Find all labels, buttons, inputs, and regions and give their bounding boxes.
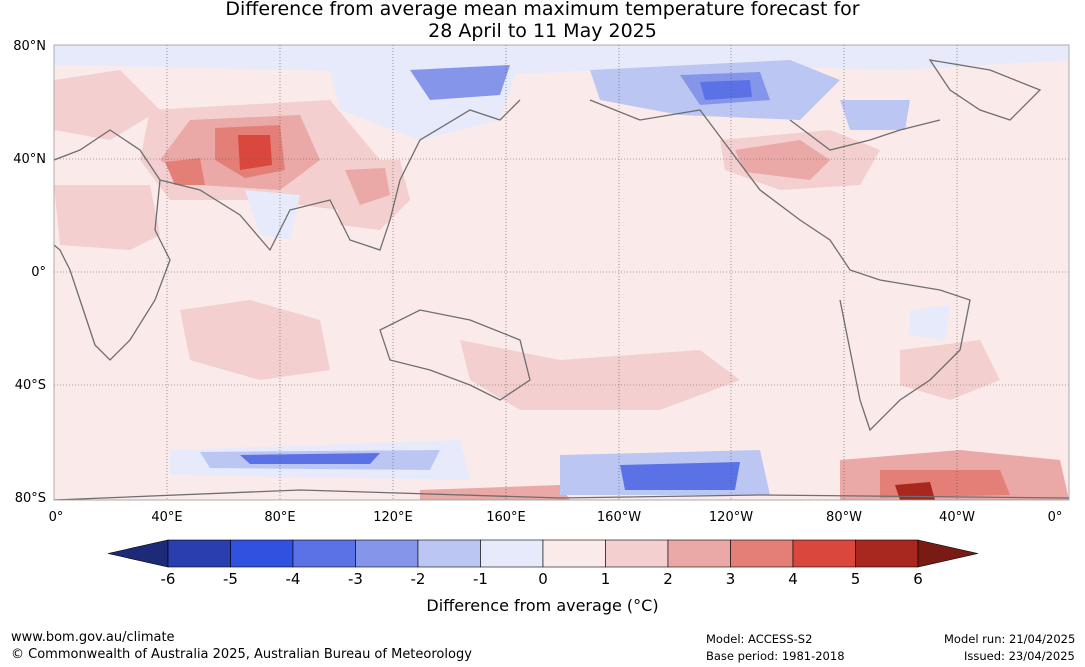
colorbar-segment bbox=[730, 539, 794, 568]
copyright-text: © Commonwealth of Australia 2025, Austra… bbox=[11, 647, 472, 662]
colorbar-arrow-right bbox=[917, 539, 979, 568]
colorbar-tick-label: 5 bbox=[850, 570, 861, 588]
colorbar-segment bbox=[292, 539, 356, 568]
base-period-text: Base period: 1981-2018 bbox=[706, 649, 845, 663]
lat-label-40s: 40°S bbox=[14, 378, 46, 393]
colorbar-tick-label: 0 bbox=[538, 570, 548, 588]
cool-region-alaska-core bbox=[700, 80, 752, 100]
colorbar-tick-label: 3 bbox=[725, 570, 736, 588]
model-text: Model: ACCESS-S2 bbox=[706, 632, 813, 646]
colorbar-segment bbox=[605, 539, 669, 568]
map-title-line2: 28 April to 11 May 2025 bbox=[428, 20, 657, 42]
colorbar-segment bbox=[667, 539, 731, 568]
cool-region-ross-sea-core bbox=[620, 462, 740, 490]
colorbar-segment bbox=[480, 539, 544, 568]
colorbar bbox=[107, 539, 979, 568]
cool-region-brazil bbox=[910, 305, 950, 340]
colorbar-tick-label: 1 bbox=[600, 570, 611, 588]
colorbar-segment bbox=[792, 539, 856, 568]
lat-label-0: 0° bbox=[31, 265, 46, 280]
warm-region-europe bbox=[54, 70, 160, 140]
lon-label-80e: 80°E bbox=[264, 510, 296, 525]
lon-label-120w: 120°W bbox=[708, 510, 754, 525]
colorbar-arrow-left bbox=[107, 539, 169, 568]
hot-region-southpacific bbox=[420, 485, 570, 500]
lon-label-120e: 120°E bbox=[373, 510, 413, 525]
cool-region-greenland bbox=[840, 100, 910, 130]
lon-label-0: 0° bbox=[48, 510, 64, 525]
lon-label-160w: 160°W bbox=[596, 510, 642, 525]
colorbar-tick-label: -4 bbox=[285, 570, 301, 588]
colorbar-segment bbox=[542, 539, 606, 568]
extreme-region-asia bbox=[238, 135, 272, 170]
lon-label-80w: 80°W bbox=[826, 510, 862, 525]
colorbar-tick-label: -5 bbox=[223, 570, 238, 588]
hot-region-usa bbox=[735, 140, 830, 180]
lon-label-40e: 40°E bbox=[151, 510, 183, 525]
colorbar-tick-label: -1 bbox=[473, 570, 488, 588]
colorbar-segment bbox=[855, 539, 919, 568]
map-title-line1: Difference from average mean maximum tem… bbox=[225, 0, 860, 20]
model-run-text: Model run: 21/04/2025 bbox=[944, 632, 1076, 646]
map-frame bbox=[53, 44, 1070, 501]
colorbar-segment bbox=[230, 539, 294, 568]
cool-region-eastsiberia bbox=[410, 65, 510, 100]
colorbar-tick-label: -6 bbox=[160, 570, 176, 588]
extreme-region-antarctica bbox=[895, 482, 935, 500]
colorbar-tick-label: 4 bbox=[788, 570, 798, 588]
hot-region-china bbox=[345, 168, 390, 205]
lat-label-80n: 80°N bbox=[13, 39, 46, 54]
warm-region-southpac bbox=[460, 340, 740, 410]
cool-region-antarctica-east-deep bbox=[240, 453, 380, 464]
colorbar-segment bbox=[167, 539, 231, 568]
lon-label-0-east: 0° bbox=[1047, 510, 1063, 525]
lon-label-160e: 160°E bbox=[486, 510, 526, 525]
warm-region-indian bbox=[180, 300, 330, 380]
lat-label-80s: 80°S bbox=[14, 491, 46, 506]
lat-label-40n: 40°N bbox=[13, 152, 46, 167]
colorbar-tick-label: -2 bbox=[410, 570, 426, 588]
cool-region-india bbox=[245, 190, 300, 240]
issued-text: Issued: 23/04/2025 bbox=[964, 649, 1075, 663]
coastlines bbox=[54, 59, 1069, 500]
colorbar-label: Difference from average (°C) bbox=[426, 596, 659, 615]
warm-region-africa bbox=[54, 185, 160, 250]
very-hot-region-iran bbox=[165, 158, 205, 185]
website-text: www.bom.gov.au/climate bbox=[11, 630, 175, 645]
colorbar-segment bbox=[417, 539, 481, 568]
colorbar-tick-label: -3 bbox=[348, 570, 363, 588]
colorbar-tick-label: 2 bbox=[663, 570, 673, 588]
map-field bbox=[54, 45, 1069, 500]
graticule bbox=[54, 45, 1069, 500]
colorbar-tick-label: 6 bbox=[913, 570, 923, 588]
colorbar-segment bbox=[355, 539, 419, 568]
lon-label-40w: 40°W bbox=[939, 510, 975, 525]
cool-region-arctic bbox=[54, 45, 1069, 75]
